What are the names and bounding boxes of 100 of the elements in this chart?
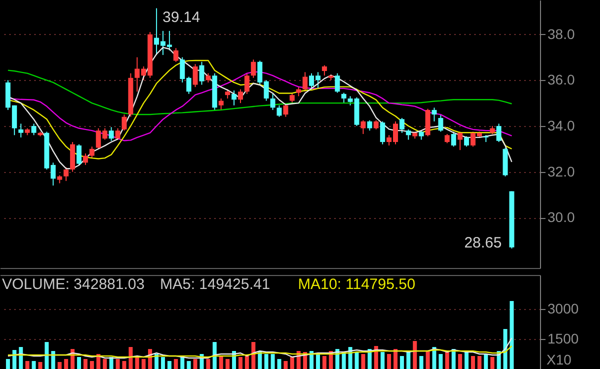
bar [277, 359, 282, 369]
candlestick [444, 134, 450, 144]
bar [6, 359, 10, 369]
candlestick [218, 98, 224, 110]
bar [484, 354, 488, 369]
bar [128, 347, 133, 369]
bar [51, 351, 56, 369]
bar [226, 359, 230, 369]
candlestick [232, 90, 237, 106]
bar [464, 352, 469, 369]
candlestick [360, 120, 366, 134]
candlestick [406, 128, 411, 140]
bar [212, 342, 217, 369]
line-series [7, 70, 512, 116]
line-series [7, 337, 512, 359]
bar [102, 359, 107, 369]
bar [342, 352, 346, 369]
bar [142, 359, 146, 369]
line-series [7, 345, 512, 358]
candlestick [206, 72, 211, 83]
bar [452, 349, 456, 369]
bar [490, 357, 494, 369]
y-tick-label: 3000 [548, 300, 579, 316]
y-tick-label: 34.0 [548, 117, 575, 134]
bar [186, 361, 191, 369]
candlestick [458, 131, 463, 151]
bar [90, 361, 94, 369]
candlestick [290, 92, 295, 104]
bar [135, 357, 140, 369]
bar [290, 357, 294, 369]
candlestick [270, 93, 276, 110]
bar [477, 356, 482, 369]
bar [96, 354, 100, 369]
candlestick [89, 146, 94, 159]
candlestick [108, 126, 114, 142]
candlestick [399, 117, 404, 134]
bar [510, 301, 514, 369]
annotation: 28.65 [464, 234, 502, 252]
bar [322, 356, 326, 369]
bar [264, 354, 268, 369]
bar [77, 357, 82, 369]
bar [251, 342, 256, 369]
candlestick [276, 104, 282, 118]
candlestick [238, 88, 243, 104]
candlestick [82, 152, 88, 166]
candlestick [192, 64, 198, 88]
candlestick [322, 64, 327, 76]
bar [18, 347, 23, 369]
bar [116, 359, 120, 369]
candlestick [225, 88, 230, 99]
bar [374, 346, 378, 369]
bar [400, 356, 404, 369]
bar [44, 342, 49, 369]
bar [470, 356, 475, 369]
bar [387, 354, 392, 369]
bar [445, 351, 450, 369]
candlestick [367, 120, 372, 132]
candlestick [173, 48, 178, 62]
bar [270, 354, 275, 369]
candlestick [244, 72, 250, 94]
bar [361, 354, 366, 369]
bar [193, 359, 198, 369]
y-tick-label: 38.0 [548, 26, 575, 42]
y-tick-label: 1500 [548, 330, 579, 346]
bar [83, 359, 88, 369]
candlestick [122, 114, 127, 132]
annotation: VOLUME: 342881.03 [2, 276, 145, 293]
candlestick [64, 166, 69, 182]
candlestick [18, 123, 24, 138]
candlestick [302, 72, 308, 92]
y-tick-label: 36.0 [548, 72, 575, 88]
bar [419, 356, 424, 369]
bar [354, 352, 359, 369]
bar [64, 359, 68, 369]
candlestick [76, 144, 82, 166]
bar [206, 359, 210, 369]
bar [58, 362, 62, 369]
candlestick [334, 72, 340, 94]
bar [438, 354, 443, 369]
bar [393, 349, 398, 369]
bar [167, 361, 172, 369]
bar [284, 361, 288, 369]
y-axis-title: X10 [546, 352, 572, 368]
candlestick [283, 102, 288, 118]
bar [244, 356, 249, 369]
bar [458, 354, 462, 369]
y-tick-label: 30.0 [548, 209, 575, 226]
bar [380, 352, 385, 369]
annotation: MA5: 149425.41 [160, 276, 270, 293]
bar [32, 361, 36, 369]
bar [406, 352, 410, 369]
candlestick [250, 59, 256, 78]
bar [109, 357, 114, 369]
candlestick [438, 114, 444, 132]
candlestick [374, 120, 379, 130]
bar [316, 354, 320, 369]
candlestick [380, 120, 386, 145]
bar [238, 357, 242, 369]
y-tick-label: 32.0 [548, 163, 575, 180]
annotation: 39.14 [162, 9, 200, 26]
